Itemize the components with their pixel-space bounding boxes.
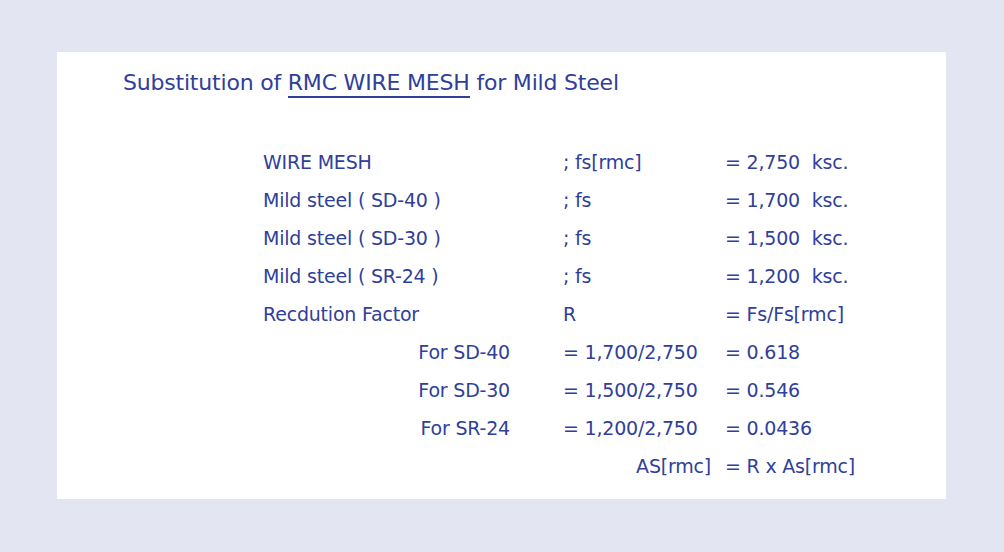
- row-label: For SD-30: [263, 379, 563, 401]
- table-row: For SD-40 = 1,700/2,750 = 0.618: [57, 333, 946, 371]
- row-label: Recdution Factor: [263, 303, 563, 325]
- table-row: Mild steel ( SD-40 ) ; fs = 1,700 ksc.: [57, 181, 946, 219]
- row-label: For SR-24: [263, 417, 563, 439]
- row-label: For SD-40: [263, 341, 563, 363]
- document-card: Substitution of RMC WIRE MESH for Mild S…: [57, 52, 946, 499]
- table-row: Mild steel ( SD-30 ) ; fs = 1,500 ksc.: [57, 219, 946, 257]
- row-value: = 1,200 ksc.: [725, 265, 946, 287]
- table-row: WIRE MESH ; fs[rmc] = 2,750 ksc.: [57, 143, 946, 181]
- table-row: Mild steel ( SR-24 ) ; fs = 1,200 ksc.: [57, 257, 946, 295]
- row-symbol: R: [563, 303, 725, 325]
- row-value: = 1,700 ksc.: [725, 189, 946, 211]
- row-label: Mild steel ( SD-40 ): [263, 189, 563, 211]
- row-value: = 0.0436: [725, 417, 946, 439]
- table-row: For SR-24 = 1,200/2,750 = 0.0436: [57, 409, 946, 447]
- title-prefix: Substitution of: [123, 70, 288, 95]
- row-symbol: ; fs: [563, 265, 725, 287]
- row-value: = R x As[rmc]: [725, 455, 946, 477]
- page-title: Substitution of RMC WIRE MESH for Mild S…: [123, 68, 619, 98]
- row-value: = 2,750 ksc.: [725, 151, 946, 173]
- row-symbol: = 1,200/2,750: [563, 417, 725, 439]
- title-underlined-phrase: RMC WIRE MESH: [288, 70, 470, 98]
- row-symbol: AS[rmc]: [563, 455, 725, 477]
- row-label: Mild steel ( SD-30 ): [263, 227, 563, 249]
- title-suffix: for Mild Steel: [470, 70, 619, 95]
- table-row: AS[rmc] = R x As[rmc]: [57, 447, 946, 485]
- row-symbol: ; fs: [563, 227, 725, 249]
- table-row: Recdution Factor R = Fs/Fs[rmc]: [57, 295, 946, 333]
- substitution-table: WIRE MESH ; fs[rmc] = 2,750 ksc. Mild st…: [57, 143, 946, 485]
- row-value: = 0.546: [725, 379, 946, 401]
- row-value: = Fs/Fs[rmc]: [725, 303, 946, 325]
- row-value: = 1,500 ksc.: [725, 227, 946, 249]
- row-value: = 0.618: [725, 341, 946, 363]
- row-symbol: ; fs: [563, 189, 725, 211]
- row-label: WIRE MESH: [263, 151, 563, 173]
- row-symbol: ; fs[rmc]: [563, 151, 725, 173]
- row-label: Mild steel ( SR-24 ): [263, 265, 563, 287]
- row-symbol: = 1,500/2,750: [563, 379, 725, 401]
- table-row: For SD-30 = 1,500/2,750 = 0.546: [57, 371, 946, 409]
- row-symbol: = 1,700/2,750: [563, 341, 725, 363]
